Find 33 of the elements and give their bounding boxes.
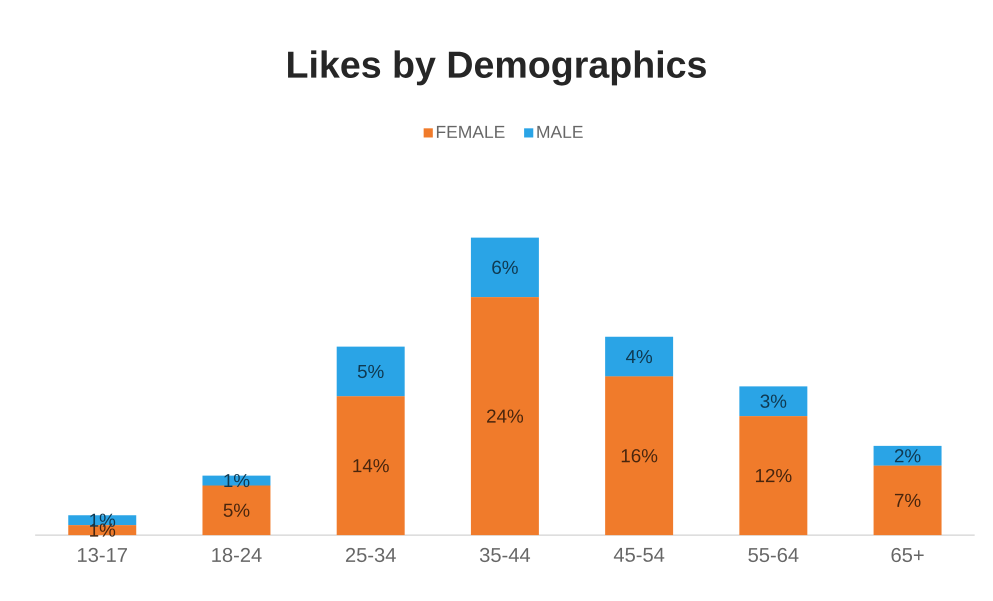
bar xyxy=(202,476,270,486)
data-label: 5% xyxy=(224,504,250,517)
data-label: 1% xyxy=(224,474,250,488)
bar xyxy=(739,386,808,416)
x-tick-label: 45-54 xyxy=(614,548,664,562)
chart-title: Likes by Demographics xyxy=(288,50,706,86)
data-label: 5% xyxy=(358,364,384,378)
x-tick-label: 65+ xyxy=(892,548,924,562)
bar xyxy=(605,376,674,536)
data-label: 16% xyxy=(622,449,658,462)
data-label: 7% xyxy=(894,494,920,507)
bar xyxy=(336,346,405,396)
x-tick-label: 18-24 xyxy=(212,548,262,562)
data-label: 12% xyxy=(756,468,792,482)
x-tick-label: 55-64 xyxy=(748,548,798,562)
bar xyxy=(470,297,539,536)
bar xyxy=(336,396,405,536)
x-tick-label: 13-17 xyxy=(78,548,127,562)
legend-label: FEMALE xyxy=(436,126,505,138)
bar xyxy=(874,446,942,466)
data-label: 14% xyxy=(353,459,389,472)
bar xyxy=(605,336,674,376)
bar xyxy=(874,466,942,536)
data-label: 2% xyxy=(894,449,920,462)
x-tick-label: 25-34 xyxy=(346,548,396,562)
bar xyxy=(470,238,539,298)
data-label: 4% xyxy=(626,350,652,364)
data-label: 6% xyxy=(492,260,518,274)
bar xyxy=(739,416,808,536)
legend-label: MALE xyxy=(537,126,583,138)
data-label: 24% xyxy=(487,409,524,423)
data-label: 3% xyxy=(760,394,786,408)
x-tick-label: 35-44 xyxy=(480,548,530,562)
